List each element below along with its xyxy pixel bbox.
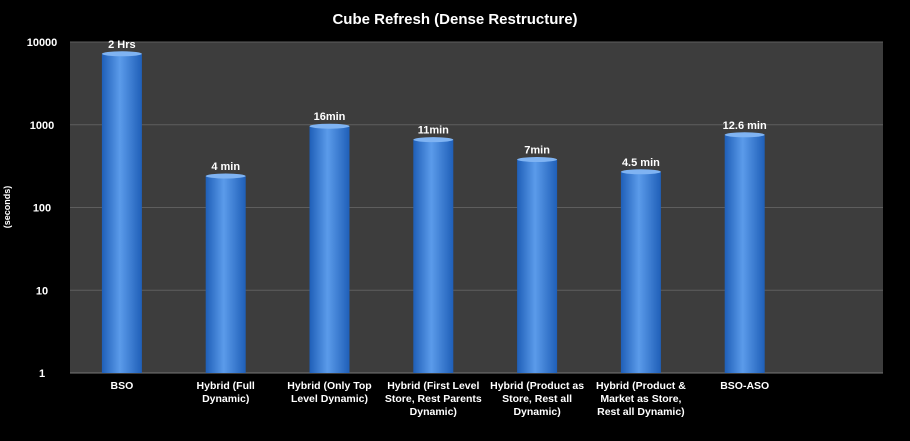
- data-label: 11min: [418, 125, 449, 137]
- x-tick-label: Hybrid (Only Top Level Dynamic): [287, 380, 371, 405]
- y-tick-label: 1000: [30, 120, 54, 132]
- bar-cap: [309, 123, 350, 129]
- bar: [724, 132, 765, 373]
- bar-body: [413, 139, 454, 373]
- bar-body: [517, 159, 558, 373]
- bar-cap: [620, 169, 661, 175]
- bar: [620, 169, 661, 373]
- data-label: 12.6 min: [723, 120, 767, 132]
- bar-body: [205, 176, 246, 373]
- y-axis-label: (seconds): [2, 186, 12, 229]
- bar: [101, 51, 142, 374]
- y-tick-label: 1: [39, 368, 45, 380]
- data-label: 2 Hrs: [108, 39, 136, 51]
- y-tick-label: 10: [36, 285, 48, 297]
- bars: [101, 51, 765, 374]
- data-label: 4 min: [211, 161, 240, 173]
- bar-cap: [413, 137, 454, 143]
- bar-body: [101, 53, 142, 374]
- bar: [413, 137, 454, 373]
- bar-cap: [205, 173, 246, 179]
- y-tick-label: 100: [33, 203, 51, 215]
- bar-body: [620, 171, 661, 373]
- x-tick-label: BSO-ASO: [720, 380, 769, 392]
- x-tick-label: Hybrid (First Level Store, Rest Parents Dy…: [385, 380, 482, 418]
- bar: [309, 123, 350, 373]
- bar-body: [724, 134, 765, 373]
- x-tick-label: BSO: [111, 380, 134, 392]
- data-label: 4.5 min: [622, 157, 660, 169]
- y-axis-ticks: 1 10 100 1000 10000: [27, 37, 58, 380]
- x-axis-ticks: BSO Hybrid (Full Dynamic) Hybrid (Only Top L…: [111, 380, 770, 418]
- bar-cap: [724, 132, 765, 138]
- x-tick-label: Hybrid (Product & Market as Store, Rest al…: [596, 380, 686, 418]
- bar-cap: [517, 157, 558, 163]
- x-tick-label: Hybrid (Product as Store, Rest all Dynamic…: [490, 380, 584, 418]
- bar: [517, 157, 558, 373]
- data-label: 16min: [314, 111, 346, 123]
- data-label: 7min: [524, 145, 550, 157]
- bar: [205, 173, 246, 373]
- x-tick-label: Hybrid (Full Dynamic): [197, 380, 255, 405]
- chart-title: Cube Refresh (Dense Restructure): [332, 11, 577, 28]
- bar-body: [309, 126, 350, 373]
- y-tick-label: 10000: [27, 37, 58, 49]
- bar-cap: [101, 51, 142, 57]
- data-labels: 2 Hrs 4 min 16min 11min 7min 4.5 min 12.6 min: [108, 39, 767, 173]
